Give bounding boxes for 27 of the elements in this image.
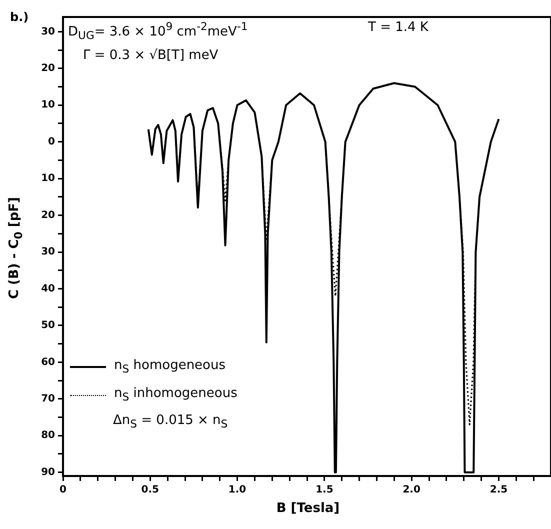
y-tick-label: 30 <box>41 246 56 258</box>
y-tick-label: 60 <box>41 356 56 368</box>
annotation: T = 1.4 K <box>368 20 428 35</box>
x-tick-label: 2.5 <box>490 484 508 496</box>
y-tick-label: 40 <box>41 283 56 294</box>
y-tick-label: 10 <box>41 173 56 184</box>
legend-label: n$_{S}$ inhomogeneous <box>114 386 238 404</box>
annotation: Γ = 0.3 × √B[T] meV <box>83 48 218 63</box>
annotation: D$_{UG}$= 3.6 × 10$^{9}$ cm$^{-2}$meV$^{-1}$ <box>68 20 248 42</box>
legend-label: n$_{S}$ homogeneous <box>114 358 226 376</box>
y-tick-label: 80 <box>41 430 56 442</box>
x-tick-label: 0.5 <box>141 484 160 496</box>
y-tick-label: 30 <box>41 26 56 38</box>
annotation: Δn$_{S}$ = 0.015 × n$_{S}$ <box>113 413 228 431</box>
y-tick-label: 90 <box>41 466 56 478</box>
y-tick-label: 0 <box>48 136 56 148</box>
y-tick-label: 20 <box>41 63 56 74</box>
y-tick-label: 10 <box>41 100 56 111</box>
chart-title: b.) <box>10 10 29 24</box>
x-tick-label: 1.5 <box>316 484 334 496</box>
x-tick-label: 0 <box>60 484 67 496</box>
x-axis-title: B [Tesla] <box>276 501 340 516</box>
y-tick-label: 50 <box>41 320 56 332</box>
y-tick-label: 70 <box>41 393 56 404</box>
x-tick-label: 1.0 <box>228 484 246 496</box>
y-tick-label: 20 <box>41 210 56 221</box>
x-tick-label: 2.0 <box>402 484 420 496</box>
